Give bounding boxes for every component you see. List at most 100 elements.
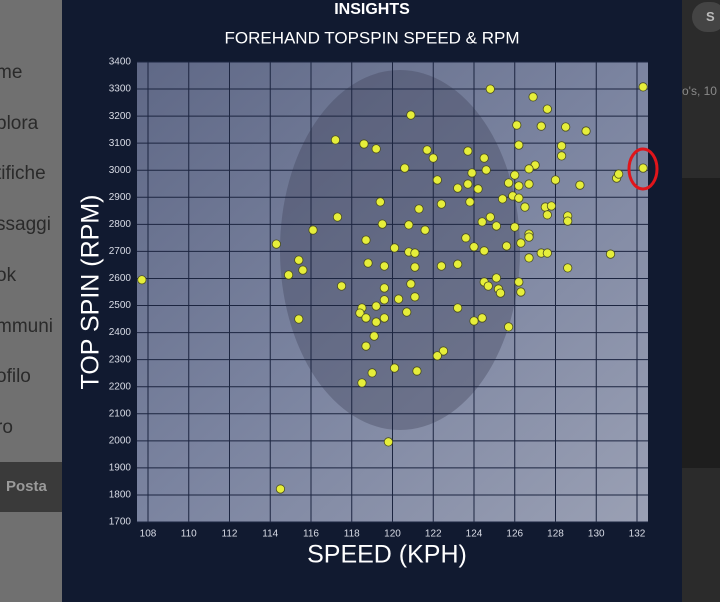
y-tick-label: 2600 — [109, 273, 132, 284]
data-point — [379, 283, 389, 293]
y-tick-label: 3300 — [109, 84, 132, 95]
data-point — [379, 261, 389, 271]
data-point — [605, 249, 616, 259]
data-point — [524, 253, 534, 263]
y-tick-label: 2700 — [109, 246, 132, 257]
x-tick-label: 114 — [262, 529, 278, 540]
x-tick-label: 110 — [181, 529, 197, 540]
menu-item: ro — [0, 417, 13, 438]
background-text: o's, 10 — [682, 84, 717, 98]
x-tick-label: 128 — [547, 529, 564, 540]
y-tick-label: 2900 — [109, 192, 132, 203]
x-tick-label: 126 — [506, 529, 523, 540]
player-photo — [280, 70, 520, 430]
data-point — [546, 201, 557, 211]
data-point — [524, 164, 534, 174]
data-point — [467, 168, 477, 178]
data-point — [369, 331, 379, 341]
data-point — [461, 233, 471, 243]
data-point — [483, 281, 493, 291]
data-point — [504, 178, 514, 188]
data-point — [371, 317, 381, 327]
grid — [137, 61, 648, 523]
data-point — [336, 281, 347, 291]
data-point — [363, 258, 373, 268]
x-axis-label: SPEED (KPH) — [307, 541, 467, 569]
data-point — [137, 275, 147, 285]
data-point — [355, 308, 365, 318]
data-point — [410, 248, 420, 258]
menu-item: me — [0, 62, 23, 83]
data-point — [491, 221, 502, 231]
x-tick-label: 122 — [425, 529, 442, 540]
data-point — [463, 179, 473, 189]
data-point — [361, 341, 371, 351]
data-point — [283, 270, 294, 280]
data-point — [557, 141, 567, 151]
data-point — [485, 84, 495, 94]
menu-item: tifiche — [0, 163, 46, 184]
data-point — [453, 183, 463, 193]
y-tick-label: 2800 — [109, 219, 132, 230]
data-point — [379, 295, 389, 305]
y-tick-label: 3100 — [109, 138, 132, 149]
data-point — [308, 225, 318, 235]
data-point — [536, 121, 546, 131]
data-point — [406, 279, 416, 289]
background-right: S o's, 10 — [682, 0, 720, 602]
x-tick-label: 116 — [303, 529, 319, 540]
data-point — [414, 204, 424, 214]
data-point — [359, 139, 369, 149]
data-point — [428, 153, 438, 163]
data-point — [371, 301, 381, 311]
data-point — [412, 366, 422, 376]
data-point — [410, 262, 420, 272]
data-point — [402, 307, 412, 317]
data-point — [575, 180, 585, 190]
data-point — [400, 163, 410, 173]
menu-item: ok — [0, 265, 17, 286]
y-tick-label: 3000 — [109, 165, 132, 176]
data-point — [330, 135, 341, 145]
data-point — [514, 181, 524, 191]
post-button: Posta — [0, 462, 62, 512]
data-point — [294, 255, 304, 265]
data-point — [361, 235, 371, 245]
data-point — [371, 144, 381, 154]
menu-item: plora — [0, 113, 39, 134]
x-tick-label: 120 — [384, 529, 401, 540]
data-point — [514, 140, 524, 150]
y-axis-label: TOP SPIN (RPM) — [77, 195, 105, 390]
background-sidebar: me plora tifiche ssaggi ok mmuni ofilo r… — [0, 0, 62, 602]
data-point — [438, 346, 449, 356]
menu-item: ofilo — [0, 366, 31, 387]
y-tick-label: 2500 — [109, 300, 132, 311]
data-point — [453, 303, 463, 313]
data-point — [542, 104, 552, 114]
data-point — [420, 225, 430, 235]
data-point — [504, 322, 514, 332]
data-point — [479, 246, 489, 256]
data-point — [510, 170, 520, 180]
data-point — [469, 242, 479, 252]
data-point — [367, 368, 377, 378]
data-point — [561, 122, 571, 132]
background-panel — [682, 178, 720, 468]
data-point — [275, 484, 286, 494]
data-point — [432, 175, 442, 185]
data-point — [375, 197, 385, 207]
y-tick-label: 2200 — [109, 381, 132, 392]
data-point — [479, 153, 489, 163]
data-point — [389, 363, 400, 373]
data-point — [563, 216, 573, 226]
data-point — [514, 193, 524, 203]
data-point — [485, 212, 495, 222]
data-point — [638, 163, 648, 173]
data-point — [510, 222, 520, 232]
y-tick-label: 3200 — [109, 111, 132, 122]
data-point — [495, 288, 506, 298]
data-point — [638, 82, 648, 92]
data-point — [379, 313, 389, 323]
data-point — [389, 243, 400, 253]
